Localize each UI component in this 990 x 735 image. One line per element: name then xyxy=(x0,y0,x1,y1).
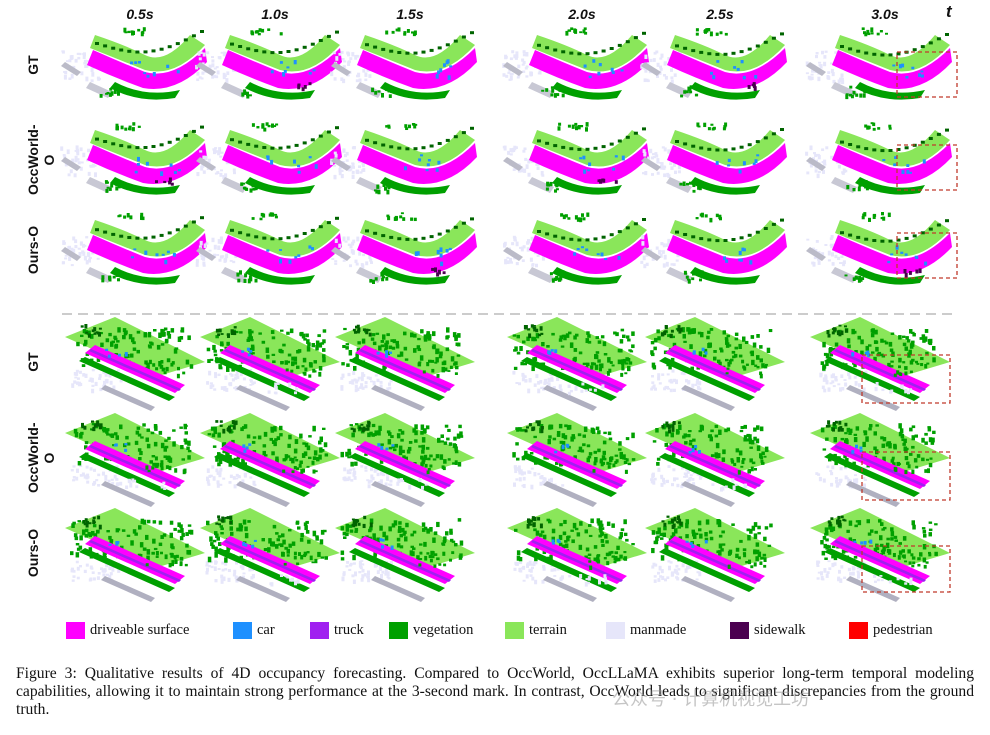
occupancy-panel xyxy=(65,508,205,602)
legend-label: terrain xyxy=(529,621,567,638)
occupancy-panel xyxy=(65,413,205,507)
occupancy-panel xyxy=(196,122,342,195)
legend-swatch xyxy=(66,621,85,639)
occupancy-panel xyxy=(200,317,340,411)
occupancy-panel xyxy=(507,317,647,411)
occupancy-panel xyxy=(502,122,649,195)
occupancy-panel xyxy=(195,212,342,285)
occupancy-panel xyxy=(502,27,649,100)
figure-caption: Figure 3: Qualitative results of 4D occu… xyxy=(16,665,974,718)
legend-label: car xyxy=(257,621,275,638)
legend-item: truck xyxy=(310,620,364,640)
time-label-5: 3.0s xyxy=(871,6,899,22)
legend-label: sidewalk xyxy=(754,621,806,638)
legend-item: manmade xyxy=(606,620,686,640)
occupancy-panel xyxy=(806,212,952,285)
legend-swatch xyxy=(849,621,868,639)
occupancy-panel xyxy=(810,317,950,411)
time-label-4: 2.5s xyxy=(706,6,734,22)
occupancy-panel xyxy=(645,317,785,411)
legend-label: pedestrian xyxy=(873,621,933,638)
occupancy-panel xyxy=(195,28,342,100)
time-label-3: 2.0s xyxy=(568,6,596,22)
highlight-box xyxy=(861,354,951,404)
occupancy-panel xyxy=(61,212,207,285)
occupancy-panel xyxy=(65,317,205,411)
occupancy-panel xyxy=(805,122,952,195)
occupancy-panel xyxy=(335,317,475,411)
legend-item: car xyxy=(233,620,275,640)
legend-item: pedestrian xyxy=(849,620,933,640)
legend-item: vegetation xyxy=(389,620,473,640)
occupancy-panel xyxy=(331,212,477,285)
occupancy-panel xyxy=(335,413,475,507)
legend-item: driveable surface xyxy=(66,620,189,640)
occupancy-panel xyxy=(330,27,477,100)
legend-label: truck xyxy=(334,621,364,638)
legend-swatch xyxy=(389,621,408,639)
time-label-0: 0.5s xyxy=(126,6,154,22)
highlight-box xyxy=(896,144,958,191)
occupancy-panel xyxy=(60,122,207,195)
legend: driveable surface car truck vegetation terra… xyxy=(66,620,966,640)
occupancy-panel xyxy=(503,212,649,285)
legend-label: vegetation xyxy=(413,621,474,638)
legend-swatch xyxy=(310,621,329,639)
legend-item: terrain xyxy=(505,620,567,640)
legend-swatch xyxy=(730,621,749,639)
occupancy-panel xyxy=(640,28,787,100)
occupancy-panel xyxy=(641,122,787,195)
legend-label: driveable surface xyxy=(90,621,190,638)
time-header: 0.5s 1.0s 1.5s 2.0s 2.5s 3.0s xyxy=(0,6,990,26)
occupancy-panel xyxy=(640,212,787,285)
occupancy-panel xyxy=(61,27,207,100)
occupancy-panel xyxy=(805,27,952,100)
legend-swatch xyxy=(233,621,252,639)
highlight-box xyxy=(861,451,951,501)
occupancy-panel xyxy=(507,508,647,602)
legend-swatch xyxy=(606,621,625,639)
occupancy-panel xyxy=(507,413,647,507)
legend-label: manmade xyxy=(630,621,687,638)
occupancy-panel xyxy=(645,508,785,602)
occupancy-panel xyxy=(810,413,950,507)
highlight-box xyxy=(896,51,958,98)
watermark: 公众号 · 计算机视觉工坊 xyxy=(612,689,810,710)
occupancy-panel xyxy=(200,413,340,507)
highlight-box xyxy=(896,232,958,279)
time-axis-label: t xyxy=(946,2,952,21)
figure-3: 0.5s 1.0s 1.5s 2.0s 2.5s 3.0s t GT OccWorld-O O… xyxy=(0,2,990,640)
time-label-1: 1.0s xyxy=(261,6,289,22)
forecast-grid xyxy=(60,27,958,602)
occupancy-panel xyxy=(810,508,950,602)
occupancy-panel xyxy=(645,413,785,507)
legend-item: sidewalk xyxy=(730,620,806,640)
occupancy-panel xyxy=(200,508,340,602)
occupancy-panel xyxy=(330,123,477,195)
occupancy-panel xyxy=(335,508,475,602)
time-label-2: 1.5s xyxy=(396,6,424,22)
legend-swatch xyxy=(505,621,524,639)
highlight-box xyxy=(861,545,951,593)
